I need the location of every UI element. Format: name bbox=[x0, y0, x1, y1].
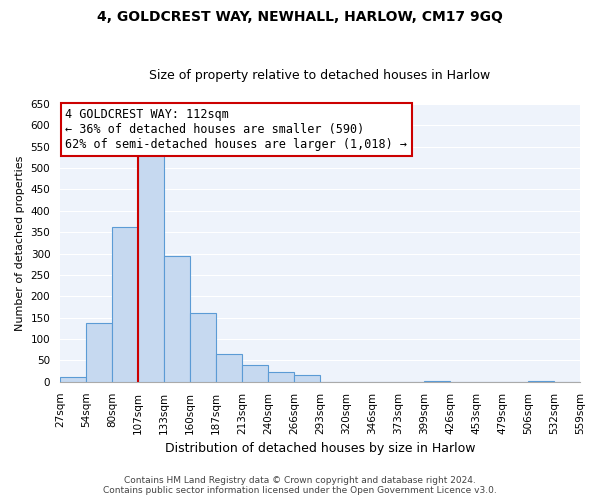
Bar bbox=[190, 314, 216, 382]
Text: Contains HM Land Registry data © Crown copyright and database right 2024.
Contai: Contains HM Land Registry data © Crown c… bbox=[103, 476, 497, 495]
Y-axis label: Number of detached properties: Number of detached properties bbox=[15, 155, 25, 330]
X-axis label: Distribution of detached houses by size in Harlow: Distribution of detached houses by size … bbox=[165, 442, 475, 455]
Title: Size of property relative to detached houses in Harlow: Size of property relative to detached ho… bbox=[149, 69, 491, 82]
Bar bbox=[216, 354, 242, 382]
Bar bbox=[138, 151, 164, 382]
Bar bbox=[86, 324, 112, 382]
Bar bbox=[164, 256, 190, 382]
Text: 4 GOLDCREST WAY: 112sqm
← 36% of detached houses are smaller (590)
62% of semi-d: 4 GOLDCREST WAY: 112sqm ← 36% of detache… bbox=[65, 108, 407, 151]
Bar bbox=[60, 376, 86, 382]
Bar bbox=[112, 227, 138, 382]
Bar bbox=[294, 376, 320, 382]
Bar bbox=[242, 364, 268, 382]
Text: 4, GOLDCREST WAY, NEWHALL, HARLOW, CM17 9GQ: 4, GOLDCREST WAY, NEWHALL, HARLOW, CM17 … bbox=[97, 10, 503, 24]
Bar bbox=[268, 372, 294, 382]
